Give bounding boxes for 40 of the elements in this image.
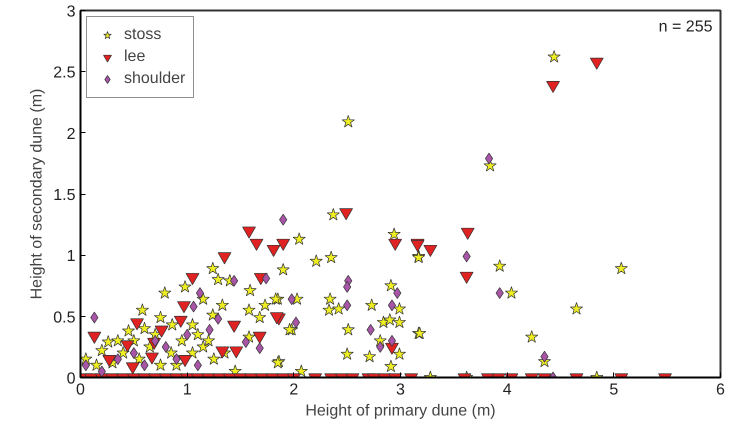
point xyxy=(98,366,106,378)
point xyxy=(140,359,149,372)
point xyxy=(262,272,270,284)
x-tick-label: 1 xyxy=(182,382,192,398)
point xyxy=(114,353,122,365)
y-tick-label: 2.5 xyxy=(53,64,76,82)
legend-label: lee xyxy=(124,48,146,66)
y-tick-label: 0.5 xyxy=(53,309,76,326)
legend-label: stoss xyxy=(124,26,162,44)
point xyxy=(343,281,352,293)
point xyxy=(496,287,504,299)
x-tick-label: 2 xyxy=(289,382,298,398)
y-axis-title: Height of secondary dune (m) xyxy=(28,88,46,300)
point xyxy=(242,336,250,348)
point xyxy=(90,312,98,324)
point xyxy=(130,347,138,359)
y-tick-label: 2 xyxy=(66,126,76,143)
point xyxy=(485,152,494,164)
point xyxy=(190,300,198,312)
point xyxy=(256,342,264,354)
x-tick-label: 5 xyxy=(609,382,618,398)
point xyxy=(376,341,384,353)
annotation: n = 255 xyxy=(658,18,713,36)
legend-label: shoulder xyxy=(124,70,186,88)
point xyxy=(292,316,300,328)
point xyxy=(230,275,238,287)
point xyxy=(172,353,181,365)
point xyxy=(540,350,549,363)
x-tick-label: 4 xyxy=(502,382,512,398)
point xyxy=(393,287,402,299)
x-tick-label: 6 xyxy=(716,382,726,398)
point xyxy=(462,250,471,262)
point xyxy=(196,287,204,299)
y-tick-label: 1.5 xyxy=(53,187,76,204)
y-tick-label: 1 xyxy=(66,248,76,266)
y-tick-label: 3 xyxy=(66,4,76,20)
y-tick-label: 0 xyxy=(66,370,76,388)
point xyxy=(162,341,170,353)
x-tick-label: 3 xyxy=(396,382,406,398)
x-axis-title: Height of primary dune (m) xyxy=(305,402,496,420)
